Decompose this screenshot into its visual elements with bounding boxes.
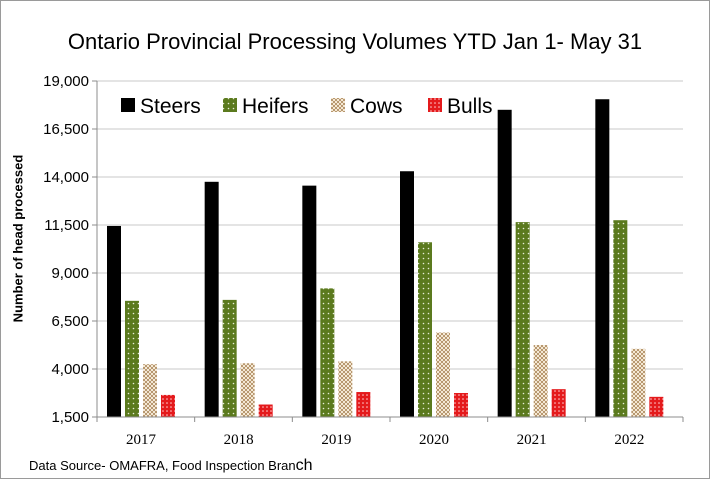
x-tick-label: 2021 — [517, 432, 547, 448]
bar-heifers-2020 — [418, 242, 432, 417]
legend-label-heifers: Heifers — [242, 95, 309, 118]
bar-cows-2018 — [240, 363, 255, 417]
legend-swatch-bulls — [428, 98, 442, 112]
bar-heifers-2021 — [515, 222, 530, 417]
bar-heifers-2022 — [613, 220, 628, 417]
y-tick-label: 19,000 — [43, 73, 89, 90]
bar-cows-2017 — [143, 364, 157, 417]
y-tick-label: 1,500 — [51, 409, 89, 426]
bar-bulls-2019 — [356, 392, 371, 417]
bar-steers-2017 — [107, 225, 121, 417]
x-tick-label: 2019 — [321, 432, 351, 448]
bar-heifers-2018 — [222, 299, 237, 417]
x-tick-label: 2022 — [614, 432, 644, 448]
legend-label-bulls: Bulls — [447, 95, 493, 118]
bar-steers-2020 — [400, 171, 414, 417]
x-tick-label: 2018 — [224, 432, 254, 448]
bar-heifers-2017 — [125, 300, 139, 417]
data-source-note: Data Source- OMAFRA, Food Inspection Bra… — [29, 457, 313, 475]
chart-title: Ontario Provincial Processing Volumes YT… — [67, 29, 643, 54]
bar-cows-2019 — [338, 361, 353, 417]
legend-label-steers: Steers — [140, 95, 201, 118]
bar-steers-2019 — [302, 185, 317, 417]
x-tick-label: 2020 — [419, 432, 449, 448]
legend-swatch-cows — [331, 98, 345, 112]
bar-bulls-2018 — [258, 404, 273, 417]
bar-bulls-2021 — [551, 389, 566, 417]
bar-bulls-2022 — [649, 396, 664, 417]
bar-heifers-2019 — [320, 288, 335, 417]
y-tick-label: 11,500 — [44, 217, 89, 234]
bar-cows-2020 — [436, 332, 450, 417]
bar-steers-2022 — [595, 99, 610, 418]
legend-swatch-heifers — [223, 98, 237, 112]
bar-bulls-2017 — [161, 394, 175, 417]
bar-cows-2021 — [533, 345, 548, 417]
x-tick-label: 2017 — [126, 432, 157, 448]
bar-bulls-2020 — [454, 393, 468, 417]
bar-cows-2022 — [631, 348, 646, 417]
y-tick-label: 4,000 — [51, 361, 89, 378]
bar-steers-2018 — [204, 181, 219, 417]
bar-steers-2021 — [497, 109, 512, 418]
legend-swatch-steers — [121, 98, 135, 112]
y-tick-label: 14,000 — [43, 169, 89, 186]
data-source-tail: ch — [295, 457, 313, 474]
y-tick-label: 16,500 — [43, 121, 89, 138]
legend-label-cows: Cows — [350, 95, 403, 118]
y-tick-label: 6,500 — [51, 313, 89, 330]
data-source-text: Data Source- OMAFRA, Food Inspection Bra… — [29, 458, 296, 473]
y-tick-label: 9,000 — [51, 265, 89, 282]
